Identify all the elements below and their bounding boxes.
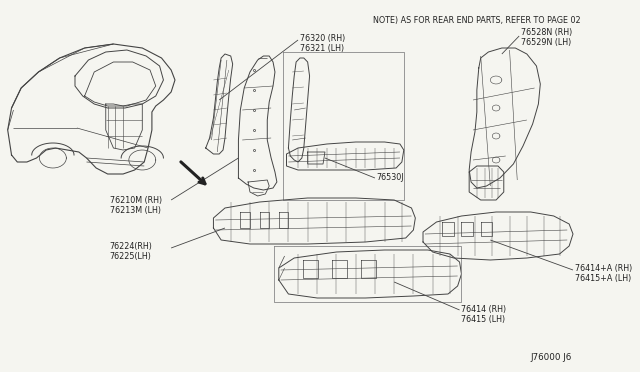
Text: 76414+A (RH)
76415+A (LH): 76414+A (RH) 76415+A (LH) bbox=[575, 264, 632, 283]
Text: 76528N (RH)
76529N (LH): 76528N (RH) 76529N (LH) bbox=[521, 28, 572, 47]
Text: 76210M (RH)
76213M (LH): 76210M (RH) 76213M (LH) bbox=[109, 196, 162, 215]
Text: 76224(RH)
76225(LH): 76224(RH) 76225(LH) bbox=[109, 242, 152, 262]
Text: J76000 J6: J76000 J6 bbox=[531, 353, 572, 362]
Text: NOTE) AS FOR REAR END PARTS, REFER TO PAGE 02: NOTE) AS FOR REAR END PARTS, REFER TO PA… bbox=[373, 16, 580, 25]
Text: 76530J: 76530J bbox=[377, 173, 404, 182]
Text: 76320 (RH)
76321 (LH): 76320 (RH) 76321 (LH) bbox=[300, 34, 345, 54]
Text: 76414 (RH)
76415 (LH): 76414 (RH) 76415 (LH) bbox=[461, 305, 507, 324]
